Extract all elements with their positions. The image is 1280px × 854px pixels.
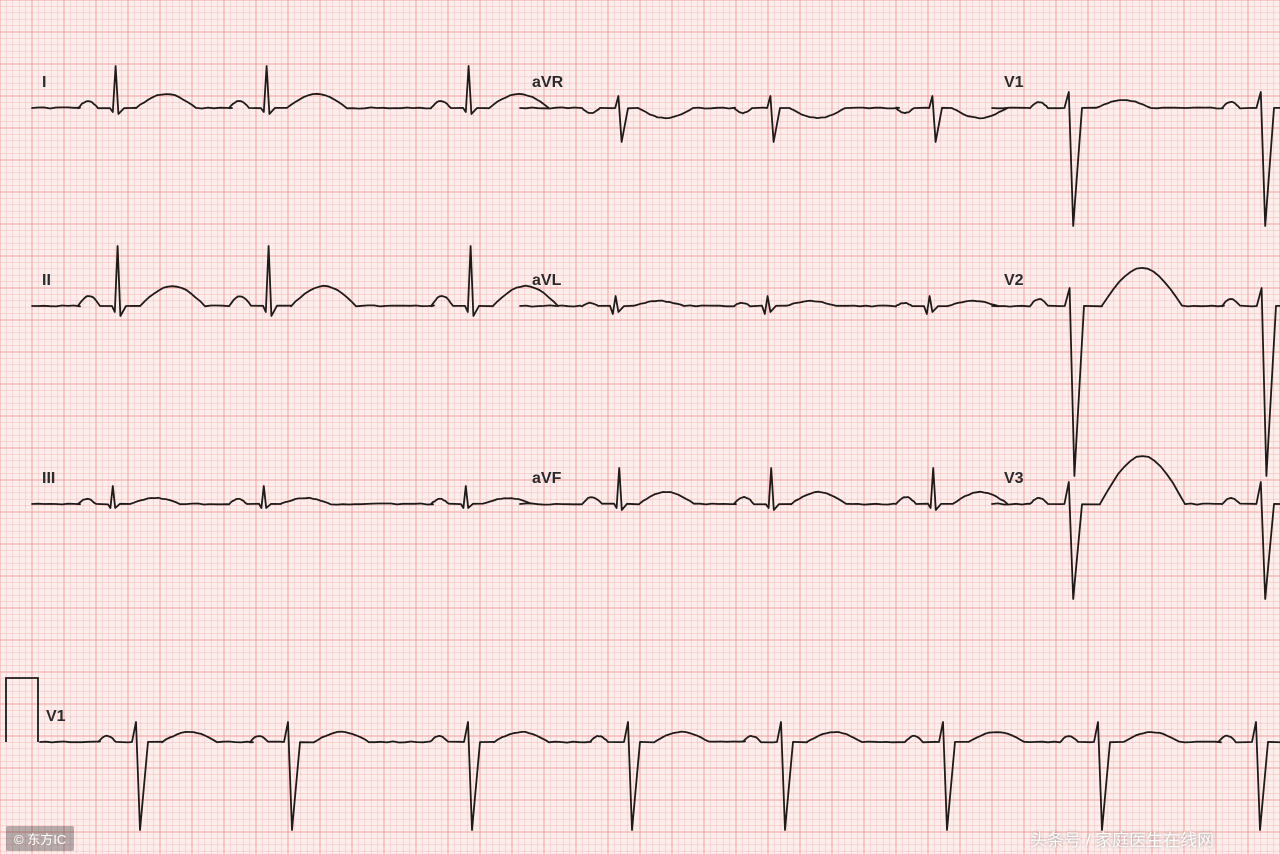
ecg-chart [0, 0, 1280, 854]
ecg-grid [0, 0, 1280, 854]
